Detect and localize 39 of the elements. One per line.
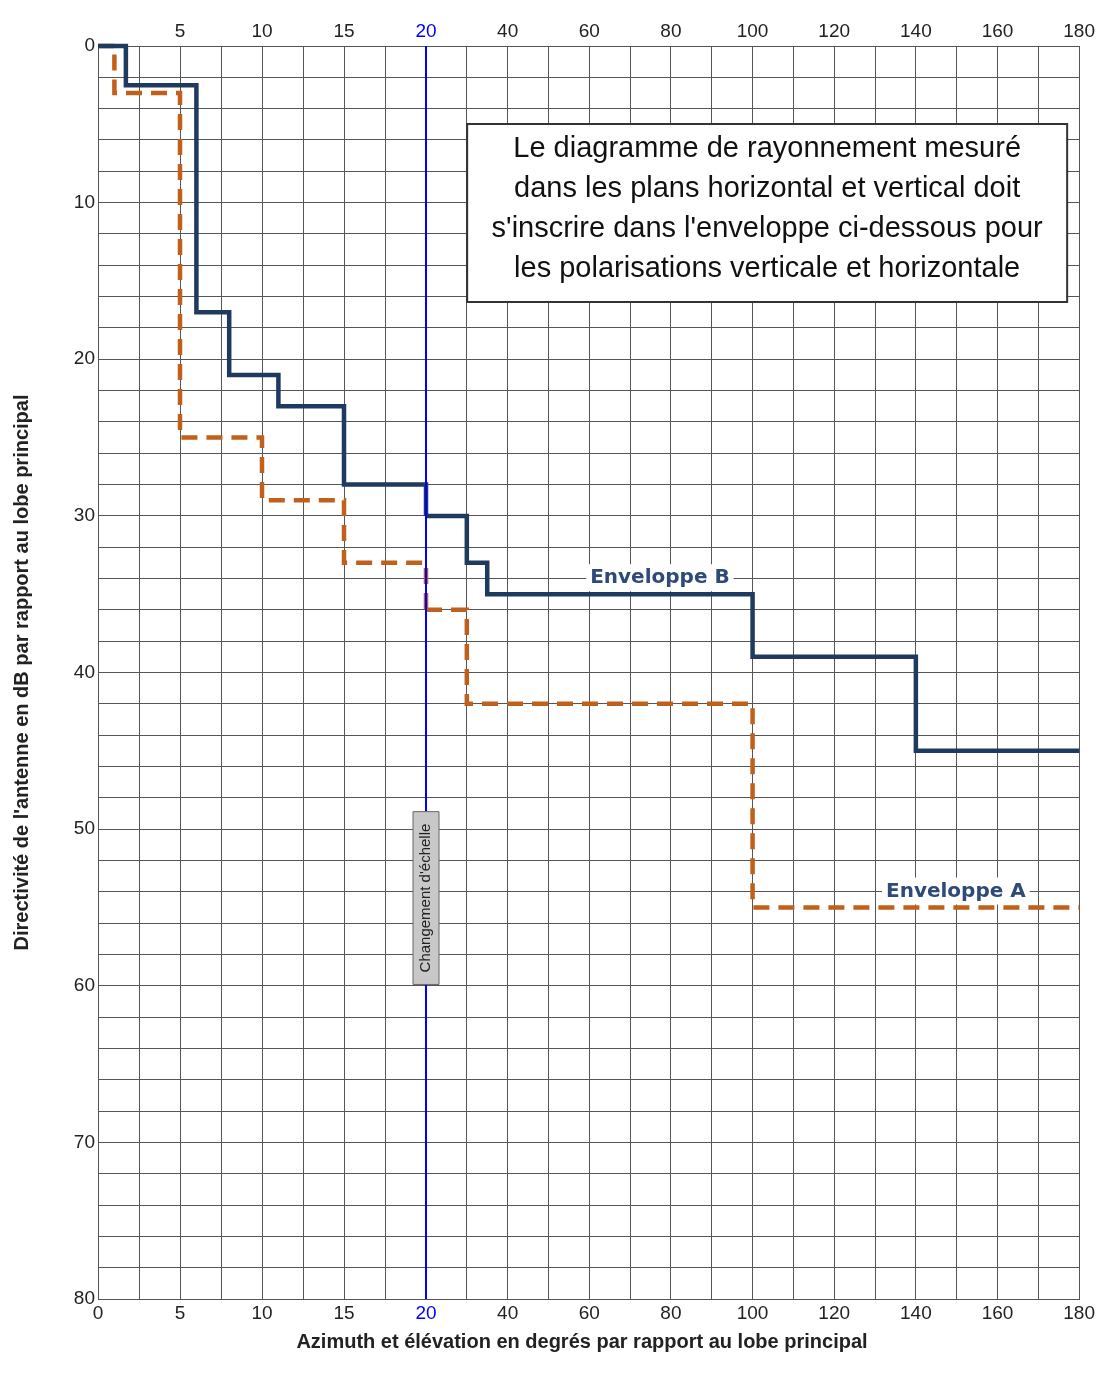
x2-tick-label: 20 <box>415 19 437 41</box>
x2-tick-label: 140 <box>900 19 932 41</box>
y-tick-label: 10 <box>73 190 95 212</box>
x-axis-title: Azimuth et élévation en degrés par rapport au lobe principal <box>295 1330 869 1353</box>
series-label: Enveloppe A <box>885 877 1027 902</box>
y-tick-label: 50 <box>73 817 95 839</box>
x-tick-label: 15 <box>333 1301 355 1323</box>
x-tick-label: 100 <box>736 1301 769 1323</box>
y-tick-label: 30 <box>73 504 95 526</box>
x2-tick-label: 160 <box>981 19 1014 41</box>
x-tick-label: 160 <box>981 1301 1014 1323</box>
y-tick-label: 70 <box>73 1130 95 1152</box>
x2-tick-label: 5 <box>174 19 186 41</box>
x-tick-label: 80 <box>660 1301 682 1323</box>
x-tick-label: 120 <box>818 1301 851 1323</box>
y-tick-label: 60 <box>73 973 95 995</box>
ref-line-label: Changement d'échelle <box>416 823 434 973</box>
y-axis-title: Directivité de l'antenne en dB par rapport au lobe principal <box>9 394 32 951</box>
x-tick-label: 10 <box>251 1301 273 1323</box>
y-tick-label: 40 <box>73 660 95 682</box>
x-tick-label: 5 <box>174 1301 186 1323</box>
annotation: Le diagramme de rayonnement mesuré dans les plans horizontal et vertical doit s'inscrire dans l'enveloppe ci-dessous pour les polarisations verticale et horizontale <box>491 130 1044 283</box>
x2-tick-label: 80 <box>660 19 682 41</box>
x2-tick-label: 40 <box>497 19 519 41</box>
x2-tick-label: 100 <box>736 19 769 41</box>
x2-tick-label: 10 <box>251 19 273 41</box>
x-tick-label: 180 <box>1063 1301 1095 1323</box>
x-tick-label: 40 <box>497 1301 519 1323</box>
x2-tick-label: 180 <box>1063 19 1095 41</box>
x2-tick-label: 120 <box>818 19 851 41</box>
y-tick-label: 0 <box>84 34 95 56</box>
x-tick-label: 60 <box>578 1301 600 1323</box>
series-label: Enveloppe B <box>590 564 730 589</box>
x-tick-label: 20 <box>415 1301 437 1323</box>
x2-tick-label: 15 <box>333 19 355 41</box>
x-tick-label: 140 <box>900 1301 932 1323</box>
y-tick-label: 80 <box>73 1287 95 1309</box>
x2-tick-label: 60 <box>578 19 600 41</box>
y-tick-label: 20 <box>73 347 95 369</box>
